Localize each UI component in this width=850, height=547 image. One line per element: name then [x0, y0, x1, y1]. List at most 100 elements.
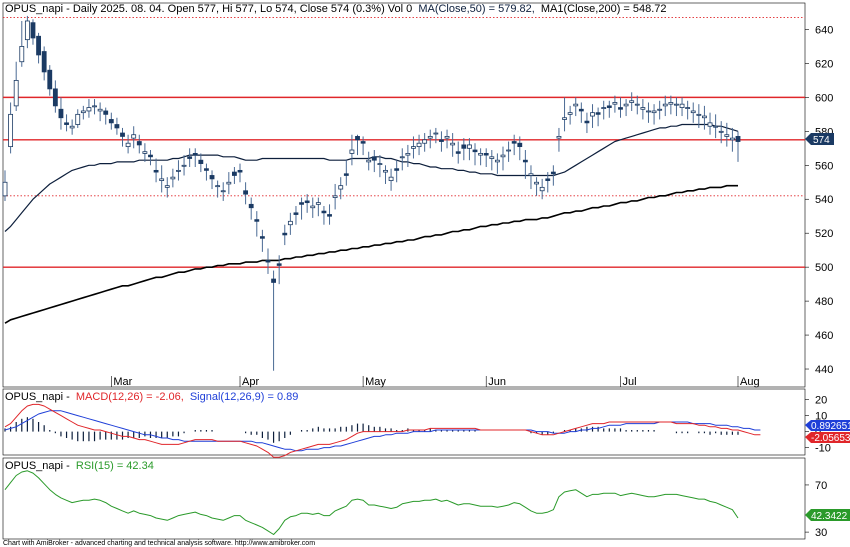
- candle-body: [556, 136, 562, 139]
- price-tick-label: 540: [815, 194, 833, 206]
- rsi-line: [4, 470, 739, 535]
- candle-body: [181, 164, 187, 167]
- price-tick-label: 560: [815, 160, 833, 172]
- candle-body: [455, 151, 461, 154]
- candle-body: [578, 108, 584, 112]
- candle-body: [478, 153, 484, 156]
- candle-body: [685, 107, 691, 109]
- candle-body: [271, 278, 276, 283]
- candle-body: [690, 110, 696, 114]
- macd-legend: MACD(12,26) = -2.06,: [76, 391, 184, 403]
- candle-body: [103, 110, 109, 115]
- candle-body: [226, 181, 232, 185]
- candle-body: [360, 141, 366, 144]
- rsi-tick-label: 70: [815, 480, 827, 492]
- candle-body: [304, 200, 310, 204]
- price-badge: 574: [805, 133, 834, 146]
- candle-body: [444, 136, 450, 139]
- candle-body: [399, 156, 405, 159]
- candle-body: [131, 134, 137, 139]
- macd-tick-label: -10: [815, 443, 831, 455]
- candle-body: [411, 146, 416, 149]
- price-header: OPUS_napi - Daily 2025. 08. 04. Open 577…: [5, 3, 667, 15]
- price-tick-label: 640: [815, 24, 833, 36]
- candle-body: [265, 259, 271, 263]
- price-panel: [2, 2, 806, 388]
- candle-body: [674, 103, 679, 106]
- price-tick-label: 440: [815, 364, 833, 376]
- candle-body: [310, 205, 316, 209]
- candle-body: [80, 110, 86, 114]
- candle-body: [511, 141, 517, 144]
- macd-layer: -1001020: [4, 395, 831, 458]
- candle-body: [433, 132, 439, 135]
- rsi-header: OPUS_napi - RSI(15) = 42.34: [5, 460, 154, 472]
- candle-body: [92, 105, 97, 108]
- candle-body: [500, 154, 506, 158]
- candle-body: [2, 181, 8, 197]
- candle-body: [416, 142, 422, 148]
- price-badge-text: 574: [813, 135, 830, 146]
- candle-body: [153, 169, 159, 173]
- macd-header: OPUS_napi - MACD(12,26) = -2.06, Signal(…: [5, 391, 298, 403]
- price-tick-label: 460: [815, 330, 833, 342]
- price-tick-label: 500: [815, 262, 833, 274]
- candle-body: [299, 202, 304, 205]
- price-tick-label: 600: [815, 92, 833, 104]
- candle-body: [287, 220, 293, 226]
- candle-body: [562, 117, 567, 120]
- candle-body: [735, 136, 741, 142]
- candle-body: [248, 203, 254, 209]
- candle-body: [231, 171, 237, 176]
- candle-body: [651, 110, 657, 114]
- candle-body: [472, 149, 478, 153]
- candle-body: [506, 149, 512, 152]
- candle-body: [679, 103, 685, 108]
- candle-body: [192, 153, 198, 156]
- candle-body: [215, 185, 221, 188]
- candle-body: [75, 113, 81, 125]
- candle-body: [327, 214, 332, 217]
- candle-body: [494, 159, 500, 163]
- candle-body: [427, 136, 433, 139]
- month-label: Apr: [242, 376, 259, 388]
- candle-body: [13, 80, 19, 107]
- candle-body: [64, 122, 69, 125]
- candle-body: [545, 178, 551, 181]
- candle-body: [668, 102, 674, 105]
- candle-body: [114, 124, 120, 129]
- candle-body: [58, 108, 64, 119]
- candle-body: [377, 163, 383, 165]
- candle-body: [467, 144, 472, 149]
- month-label: Jul: [622, 376, 636, 388]
- candle-body: [142, 151, 148, 154]
- candle-body: [176, 169, 181, 172]
- macd-tick-label: 10: [815, 411, 827, 423]
- candle-body: [422, 139, 428, 144]
- candle-body: [550, 171, 556, 175]
- candle-body: [640, 107, 646, 110]
- candle-body: [198, 159, 204, 164]
- candle-body: [573, 103, 579, 107]
- candle-body: [718, 130, 724, 133]
- candle-body: [125, 142, 131, 148]
- candle-body: [343, 173, 349, 176]
- candle-body: [584, 120, 590, 124]
- macd-badge-text: -2.05653: [811, 433, 850, 444]
- candle-body: [629, 100, 635, 103]
- macd-tick-label: 20: [815, 395, 827, 407]
- candle-body: [293, 212, 299, 215]
- candle-body: [601, 107, 607, 109]
- month-label: May: [365, 376, 386, 388]
- macd-ticker: OPUS_napi -: [5, 391, 70, 403]
- candle-body: [383, 169, 388, 173]
- price-tick-label: 520: [815, 228, 833, 240]
- candle-body: [30, 22, 36, 39]
- candle-body: [702, 115, 707, 119]
- candle-body: [618, 107, 623, 110]
- candle-body: [254, 219, 260, 222]
- candle-body: [483, 153, 489, 156]
- candle-body: [19, 46, 25, 63]
- candle-body: [136, 141, 142, 146]
